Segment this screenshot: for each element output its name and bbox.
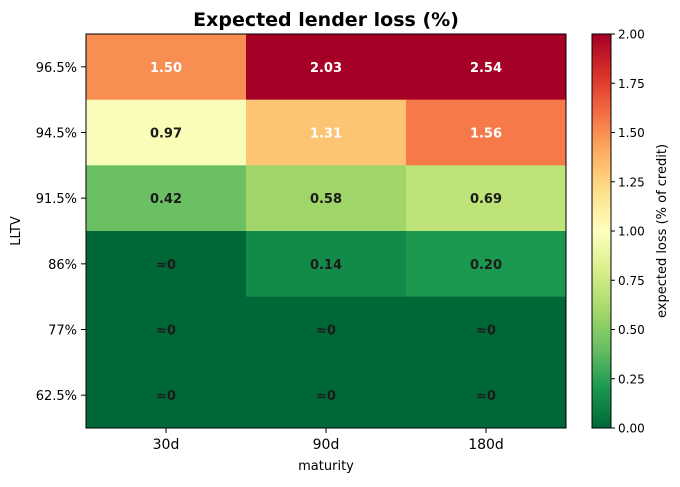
heatmap-cell (406, 165, 567, 232)
y-tick-label: 94.5% (36, 127, 77, 142)
heatmap-cell (86, 165, 247, 232)
heatmap-cell (246, 165, 407, 232)
cell-value-label: ≈0 (476, 324, 496, 339)
cell-value-label: ≈0 (156, 258, 176, 273)
heatmap-cell (86, 231, 247, 298)
heatmap-cell (86, 296, 247, 363)
y-tick-label: 91.5% (36, 192, 77, 207)
heatmap-cells (86, 34, 567, 429)
y-axis-label: LLTV (9, 216, 24, 246)
cell-value-label: 2.03 (310, 61, 342, 76)
heatmap-cell (406, 362, 567, 429)
colorbar-tick-label: 2.00 (618, 28, 645, 42)
x-tick-label: 30d (153, 437, 180, 453)
colorbar-tick-label: 0.50 (618, 323, 645, 337)
heatmap-cell-labels: 1.50 2.03 2.54 0.97 1.31 1.56 0.42 0.58 0.69 ≈0 0.… (150, 61, 502, 404)
cell-value-label: 0.58 (310, 192, 342, 207)
x-axis-label: maturity (298, 459, 354, 474)
heatmap-cell (406, 99, 567, 166)
cell-value-label: ≈0 (316, 324, 336, 339)
colorbar-tick-label: 1.25 (618, 175, 645, 189)
x-tick-label: 90d (313, 437, 340, 453)
heatmap-cell (246, 34, 407, 101)
cell-value-label: 1.31 (310, 127, 342, 142)
heatmap-cell (86, 362, 247, 429)
cell-value-label: 2.54 (470, 61, 502, 76)
heatmap-cell (246, 296, 407, 363)
heatmap-cell (246, 362, 407, 429)
cell-value-label: 0.42 (150, 192, 182, 207)
chart-title: Expected lender loss (%) (193, 9, 459, 31)
y-tick-label: 62.5% (36, 389, 77, 404)
x-tick-label: 180d (468, 437, 504, 453)
colorbar-label: expected loss (% of credit) (655, 144, 670, 318)
colorbar (591, 33, 612, 429)
y-tick-label: 86% (48, 258, 77, 273)
colorbar-ticks: 0.00 0.25 0.50 0.75 1.00 1.25 1.50 1.75 2.00 (611, 28, 645, 436)
cell-value-label: 1.56 (470, 127, 502, 142)
cell-value-label: 0.97 (150, 127, 182, 142)
cell-value-label: 0.14 (310, 258, 342, 273)
cell-value-label: ≈0 (156, 389, 176, 404)
cell-value-label: 0.69 (470, 192, 502, 207)
cell-value-label: 1.50 (150, 61, 182, 76)
colorbar-tick-label: 1.00 (618, 225, 645, 239)
heatmap-cell (86, 34, 247, 101)
colorbar-tick-label: 1.50 (618, 126, 645, 140)
y-tick-label: 96.5% (36, 61, 77, 76)
heatmap-cell (246, 99, 407, 166)
colorbar-tick-label: 0.25 (618, 372, 645, 386)
cell-value-label: 0.20 (470, 258, 502, 273)
heatmap-cell (86, 99, 247, 166)
colorbar-tick-label: 1.75 (618, 77, 645, 91)
heatmap-cell (406, 231, 567, 298)
cell-value-label: ≈0 (476, 389, 496, 404)
heatmap-cell (406, 34, 567, 101)
y-axis-ticks: 96.5% 94.5% 91.5% 86% 77% 62.5% (36, 61, 86, 404)
heatmap-cell (246, 231, 407, 298)
colorbar-tick-label: 0.75 (618, 274, 645, 288)
x-axis-ticks: 30d 90d 180d (153, 428, 504, 453)
heatmap-cell (406, 296, 567, 363)
cell-value-label: ≈0 (316, 389, 336, 404)
cell-value-label: ≈0 (156, 324, 176, 339)
y-tick-label: 77% (48, 324, 77, 339)
colorbar-tick-label: 0.00 (618, 422, 645, 436)
